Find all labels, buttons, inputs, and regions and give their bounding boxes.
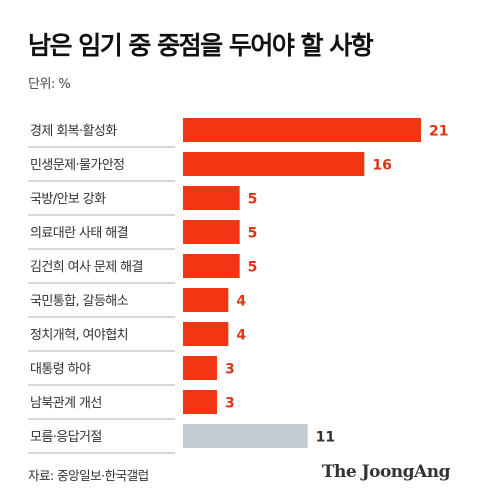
bar — [183, 254, 240, 278]
bar — [183, 186, 240, 210]
category-label: 국민통합, 갈등해소 — [30, 294, 129, 309]
category-label: 대통령 하야 — [30, 362, 91, 377]
publisher-logo: The JoongAng — [321, 462, 451, 482]
bar — [183, 322, 229, 346]
source-note: 자료: 중앙일보·한국갤럽 — [28, 468, 149, 483]
bar — [183, 390, 217, 414]
value-label: 5 — [248, 192, 258, 208]
value-label: 21 — [429, 124, 448, 140]
category-label: 모름·응답거절 — [30, 430, 102, 445]
bar — [183, 152, 365, 176]
value-label: 11 — [316, 430, 335, 446]
category-label: 국방/안보 강화 — [30, 192, 106, 207]
category-label: 의료대란 사태 해결 — [30, 226, 128, 241]
bar — [183, 118, 421, 142]
bar — [183, 424, 308, 448]
bar — [183, 220, 240, 244]
bar — [183, 356, 217, 380]
category-label: 남북관계 개선 — [30, 396, 102, 411]
bar — [183, 288, 229, 312]
value-label: 5 — [248, 260, 258, 276]
unit-label: 단위: % — [28, 77, 71, 92]
value-label: 5 — [248, 226, 258, 242]
category-label: 김건희 여사 문제 해결 — [30, 260, 143, 275]
category-label: 경제 회복·활성화 — [30, 124, 117, 139]
value-label: 16 — [372, 158, 391, 174]
category-label: 민생문제·물가안정 — [30, 158, 124, 173]
chart-title: 남은 임기 중 중점을 두어야 할 사항 — [28, 31, 374, 60]
category-label: 정치개혁, 여야협치 — [30, 328, 128, 343]
value-label: 4 — [236, 328, 246, 344]
value-label: 3 — [225, 396, 235, 412]
value-label: 3 — [225, 362, 235, 378]
value-label: 4 — [236, 294, 246, 310]
